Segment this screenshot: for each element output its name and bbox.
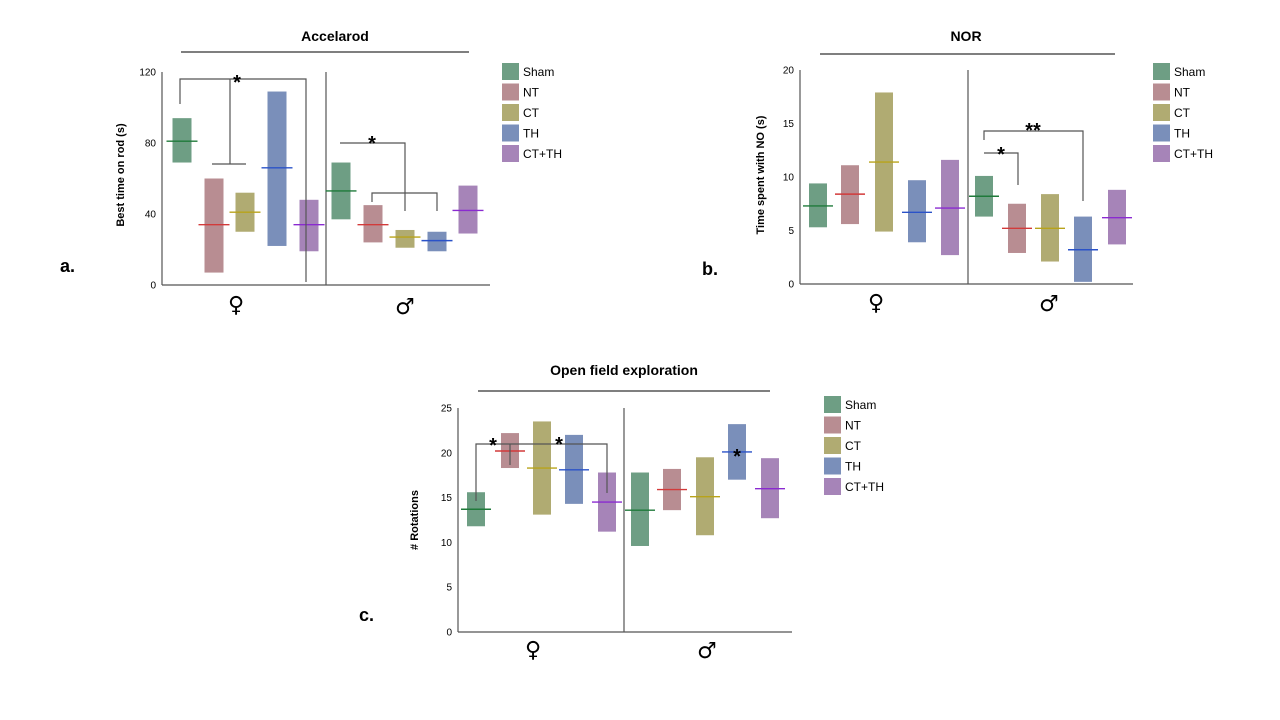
- legend-label: Sham: [845, 398, 876, 412]
- y-tick-label: 5: [446, 583, 452, 594]
- y-axis-label: Time spent with NO (s): [755, 115, 767, 234]
- legend-label: Sham: [1174, 65, 1205, 79]
- legend-label: TH: [523, 127, 539, 141]
- legend-swatch: [502, 145, 519, 162]
- legend-swatch: [1153, 63, 1170, 80]
- y-tick-label: 10: [783, 173, 795, 184]
- significance-marker: *: [555, 434, 563, 456]
- significance-bracket: [179, 78, 307, 282]
- legend-label: CT+TH: [845, 480, 884, 494]
- significance-marker: **: [1025, 120, 1041, 142]
- legend-label: NT: [845, 419, 862, 433]
- bar-th: [267, 91, 287, 246]
- significance-bracket: [983, 130, 1084, 201]
- bar-th: [908, 180, 926, 243]
- y-tick-label: 0: [788, 280, 794, 291]
- significance-marker: *: [997, 144, 1005, 166]
- bar-sham: [172, 118, 192, 163]
- chart-title: Accelarod: [301, 28, 369, 44]
- panel-label: a.: [60, 256, 75, 276]
- y-tick-label: 0: [150, 281, 156, 292]
- y-tick-label: 5: [788, 226, 794, 237]
- legend-label: TH: [845, 460, 861, 474]
- group-label: ♀: [228, 293, 244, 318]
- legend-swatch: [502, 104, 519, 121]
- legend-label: NT: [1174, 86, 1191, 100]
- significance-marker: *: [489, 435, 497, 457]
- legend-label: CT+TH: [523, 147, 562, 161]
- y-tick-label: 120: [139, 68, 156, 79]
- legend-swatch: [502, 83, 519, 101]
- legend-swatch: [1153, 83, 1170, 101]
- legend-label: Sham: [523, 65, 554, 79]
- legend-label: CT: [1174, 106, 1191, 120]
- legend-swatch: [824, 416, 841, 434]
- group-label: ♂: [1039, 292, 1059, 317]
- chart-title: Open field exploration: [550, 362, 698, 378]
- y-tick-label: 25: [441, 404, 453, 415]
- significance-bracket: [371, 192, 438, 211]
- bar-ct-th: [458, 185, 478, 234]
- y-tick-label: 15: [441, 493, 453, 504]
- y-tick-label: 20: [783, 66, 795, 77]
- group-label: ♂: [697, 639, 717, 664]
- legend-swatch: [502, 63, 519, 80]
- bar-ct: [395, 229, 415, 248]
- y-tick-label: 20: [441, 448, 453, 459]
- y-axis-label: # Rotations: [409, 490, 421, 550]
- significance-marker: *: [368, 133, 376, 155]
- bar-nt: [204, 178, 224, 273]
- legend-swatch: [824, 457, 841, 475]
- bar-th: [427, 231, 447, 252]
- legend-swatch: [502, 124, 519, 142]
- panel-label: c.: [359, 605, 374, 625]
- y-tick-label: 80: [145, 139, 157, 150]
- bar-ct-th: [299, 199, 319, 252]
- bar-nt: [363, 205, 383, 243]
- significance-marker: *: [733, 446, 741, 468]
- legend-label: TH: [1174, 127, 1190, 141]
- bar-sham: [631, 472, 649, 546]
- significance-bracket: [475, 443, 608, 501]
- legend-swatch: [1153, 145, 1170, 162]
- chart-panel-0: Accelarod 0 40 80 120 Best time on rod (s) a. ♀…: [60, 28, 562, 320]
- chart-panel-2: Open field exploration 0 5 10 15 20 25 # Rotati…: [359, 362, 884, 664]
- legend-label: CT+TH: [1174, 147, 1213, 161]
- group-label: ♀: [868, 291, 884, 316]
- panel-label: b.: [702, 259, 718, 279]
- y-tick-label: 0: [446, 628, 452, 639]
- chart-title: NOR: [950, 28, 981, 44]
- y-axis-label: Best time on rod (s): [115, 123, 127, 227]
- legend-swatch: [824, 478, 841, 495]
- significance-bracket: [984, 152, 1019, 185]
- legend-swatch: [1153, 124, 1170, 142]
- significance-bracket: [212, 79, 246, 165]
- legend-label: CT: [523, 106, 540, 120]
- legend-swatch: [824, 437, 841, 454]
- group-label: ♀: [525, 638, 541, 663]
- legend-label: CT: [845, 439, 862, 453]
- y-tick-label: 40: [145, 210, 157, 221]
- group-label: ♂: [395, 295, 415, 320]
- y-tick-label: 15: [783, 119, 795, 130]
- significance-bracket: [340, 142, 406, 211]
- significance-marker: *: [233, 72, 241, 94]
- legend-swatch: [824, 396, 841, 413]
- y-tick-label: 10: [441, 538, 453, 549]
- legend-label: NT: [523, 86, 540, 100]
- legend-swatch: [1153, 104, 1170, 121]
